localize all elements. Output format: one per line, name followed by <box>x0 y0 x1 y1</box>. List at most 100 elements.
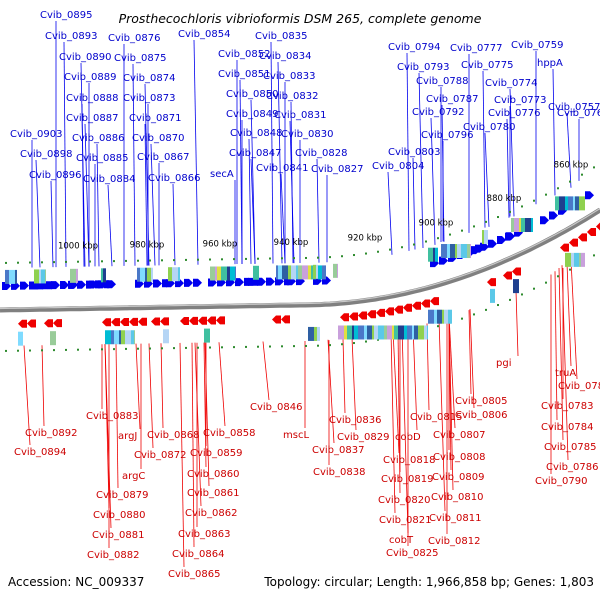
forward-feature-box <box>70 268 76 283</box>
reverse-feature-box <box>392 325 394 340</box>
scale-dot <box>497 216 499 219</box>
forward-leader-line <box>270 41 274 264</box>
reverse-gene-label: cobD <box>395 432 421 443</box>
reverse-gene-label: Cvib_0825 <box>386 548 438 559</box>
scale-label: 860 kbp <box>554 160 589 170</box>
forward-feature-box <box>441 244 447 259</box>
scale-dot <box>53 261 55 264</box>
scale-dot <box>485 220 487 223</box>
forward-gene-arrow <box>68 280 77 289</box>
reverse-gene-arrow <box>412 301 421 310</box>
reverse-leader-line <box>469 309 475 409</box>
forward-gene-label: Cvib_0794 <box>388 42 440 53</box>
scale-dot <box>593 254 595 257</box>
reverse-leader-line <box>194 342 202 507</box>
reverse-gene-label: Cvib_0837 <box>312 445 364 456</box>
forward-leader-line <box>387 171 393 255</box>
forward-leader-line <box>50 180 54 268</box>
reverse-feature-box <box>387 325 392 340</box>
scale-dot <box>329 344 331 347</box>
reverse-gene-label: Cvib_0808 <box>433 452 485 463</box>
reverse-gene-label: Cvib_0811 <box>429 513 481 524</box>
reverse-feature-box <box>404 325 407 340</box>
reverse-gene-arrow <box>503 271 512 280</box>
scale-dot <box>341 255 343 258</box>
reverse-gene-label: Cvib_0784 <box>541 422 593 433</box>
forward-gene-arrow <box>89 280 98 289</box>
forward-feature-box <box>337 263 338 278</box>
reverse-feature-box <box>134 330 135 345</box>
reverse-gene-label: mscL <box>283 430 309 441</box>
reverse-leader-line <box>160 343 164 429</box>
reverse-feature-box <box>437 309 442 324</box>
forward-feature-box <box>103 268 106 283</box>
forward-feature-box <box>450 244 455 259</box>
scale-dot <box>413 243 415 246</box>
forward-feature-box <box>276 265 278 280</box>
forward-feature-box <box>5 269 9 284</box>
forward-feature-box <box>34 269 39 284</box>
scale-dot <box>209 258 211 261</box>
reverse-feature-box <box>317 326 320 341</box>
reverse-leader-line <box>561 265 569 461</box>
reverse-leader-line <box>262 341 270 401</box>
scale-dot <box>161 347 163 350</box>
reverse-feature-box <box>354 325 358 340</box>
scale-dot <box>89 348 91 351</box>
reverse-gene-arrow <box>569 238 578 247</box>
accession-text: Accession: NC_009337 <box>8 575 144 589</box>
scale-dot <box>389 248 391 251</box>
reverse-gene-label: Cvib_0863 <box>178 529 230 540</box>
forward-feature-box <box>447 244 450 259</box>
reverse-gene-arrow <box>587 228 596 237</box>
reverse-leader-line <box>179 342 185 568</box>
scale-dot <box>473 313 475 316</box>
forward-feature-box <box>482 230 484 245</box>
reverse-feature-box <box>204 328 210 343</box>
reverse-gene-label: Cvib_0860 <box>187 469 239 480</box>
forward-gene-label: Cvib_0804 <box>372 161 424 172</box>
forward-leader-line <box>250 158 256 264</box>
forward-feature-box <box>521 218 525 233</box>
scale-dot <box>461 317 463 320</box>
scale-label: 960 kbp <box>203 239 238 249</box>
scale-dot <box>29 261 31 264</box>
backbone-highlight <box>0 207 600 310</box>
forward-gene-arrow <box>33 281 42 290</box>
scale-dot <box>77 348 79 351</box>
forward-gene-label: Cvib_0835 <box>255 31 307 42</box>
forward-feature-box <box>467 244 470 259</box>
scale-dot <box>5 349 7 352</box>
forward-gene-label: hppA <box>537 58 563 69</box>
scale-dot <box>113 348 115 351</box>
forward-gene-arrow <box>488 239 497 248</box>
reverse-gene-label: Cvib_0881 <box>92 530 144 541</box>
scale-dot <box>233 258 235 261</box>
scale-dot <box>53 349 55 352</box>
reverse-leader-line <box>412 326 418 431</box>
forward-leader-line <box>289 120 295 264</box>
forward-leader-line <box>509 88 515 217</box>
reverse-gene-arrow <box>596 222 600 231</box>
forward-feature-box <box>579 196 585 211</box>
forward-gene-arrow <box>235 278 244 287</box>
scale-dot <box>449 233 451 236</box>
forward-gene-arrow <box>497 236 506 245</box>
reverse-leader-line <box>342 338 346 414</box>
forward-feature-box <box>41 269 45 284</box>
scale-dot <box>269 345 271 348</box>
reverse-gene-arrow <box>151 317 160 326</box>
reverse-leader-line <box>468 310 472 395</box>
reverse-feature-box <box>384 325 387 340</box>
scale-dot <box>29 349 31 352</box>
scale-dot <box>185 346 187 349</box>
reverse-gene-arrow <box>189 316 198 325</box>
forward-gene-label: Cvib_0852 <box>218 49 270 60</box>
forward-strand-genes <box>2 191 594 290</box>
forward-gene-label: Cvib_0833 <box>263 71 315 82</box>
reverse-feature-box <box>125 330 131 345</box>
reverse-feature-box <box>418 325 424 340</box>
forward-gene-arrow <box>540 216 549 225</box>
scale-dot <box>173 347 175 350</box>
reverse-feature-box <box>412 325 414 340</box>
